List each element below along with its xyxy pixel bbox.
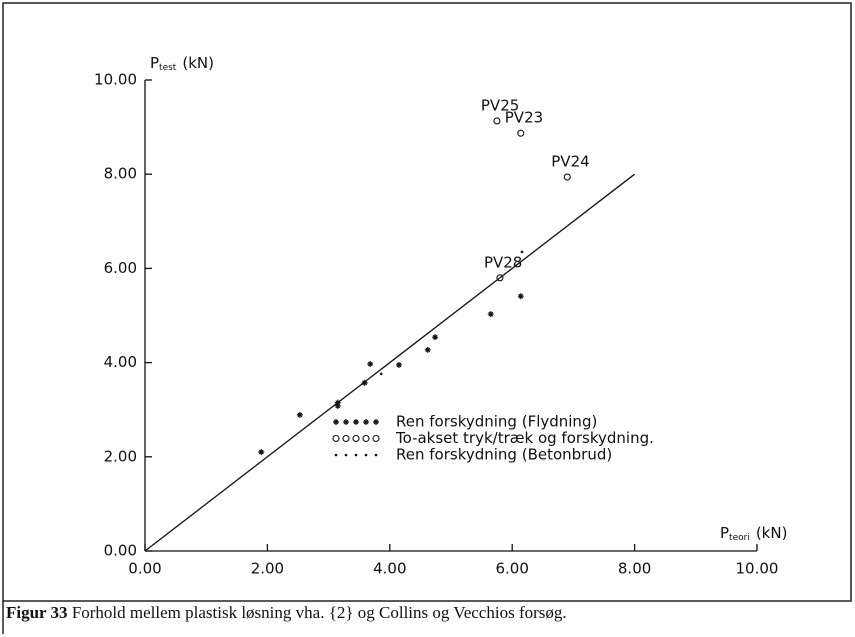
point-label: PV23 bbox=[505, 109, 543, 127]
x-tick-label: 10.00 bbox=[736, 560, 779, 578]
legend-marker bbox=[373, 419, 379, 425]
legend-marker bbox=[363, 419, 369, 425]
point bbox=[517, 129, 525, 137]
legend-marker bbox=[333, 419, 339, 425]
point bbox=[517, 293, 524, 300]
point bbox=[379, 372, 383, 376]
legend-marker bbox=[342, 434, 350, 443]
legend-marker bbox=[364, 453, 368, 457]
y_label-label: Ptest (kN) bbox=[150, 54, 214, 73]
legend-marker bbox=[362, 434, 370, 443]
point-label: PV25 bbox=[481, 96, 519, 114]
x_label-label-unit: (kN) bbox=[756, 524, 788, 542]
legend-label: To-akset tryk/træk og forskydning. bbox=[395, 429, 654, 447]
legend-marker bbox=[332, 434, 340, 443]
caption: Figur 33 Forhold mellem plastisk løsning… bbox=[6, 603, 567, 623]
legend-marker bbox=[344, 453, 348, 457]
point bbox=[520, 250, 524, 254]
y-tick-label: 10.00 bbox=[94, 71, 137, 89]
legend-label: Ren forskydning (Betonbrud) bbox=[396, 446, 612, 464]
legend-marker bbox=[372, 434, 380, 443]
x_label-label-sub: teori bbox=[729, 533, 750, 543]
reference-line bbox=[144, 173, 635, 552]
y-tick-label: 6.00 bbox=[104, 259, 137, 277]
point-label: PV24 bbox=[551, 153, 589, 171]
y-tick-label: 0.00 bbox=[104, 542, 137, 560]
point bbox=[432, 334, 439, 341]
point bbox=[493, 117, 501, 125]
y_label-label-unit: (kN) bbox=[182, 54, 214, 72]
frame bbox=[2, 2, 852, 602]
y_label-label-sub: test bbox=[159, 63, 177, 73]
x-tick-label: 2.00 bbox=[251, 560, 284, 578]
legend-marker bbox=[374, 453, 378, 457]
point-label: PV28 bbox=[484, 253, 522, 271]
caption-label: Figur 33 bbox=[6, 603, 68, 622]
point bbox=[487, 311, 494, 318]
x-tick-label: 4.00 bbox=[373, 560, 406, 578]
legend-label: Ren forskydning (Flydning) bbox=[396, 413, 597, 431]
y-tick-label: 4.00 bbox=[104, 353, 137, 371]
point bbox=[334, 402, 341, 409]
y_label-label-main: P bbox=[150, 54, 159, 72]
caption-text: Forhold mellem plastisk løsning vha. {2}… bbox=[71, 603, 567, 622]
x-tick-label: 6.00 bbox=[495, 560, 528, 578]
point bbox=[563, 173, 571, 181]
point bbox=[334, 399, 341, 406]
point bbox=[367, 361, 374, 368]
legend-marker bbox=[343, 419, 349, 425]
point bbox=[258, 449, 265, 456]
point bbox=[395, 361, 402, 368]
x_label-label: Pteori (kN) bbox=[720, 524, 787, 543]
y-tick-label: 8.00 bbox=[104, 165, 137, 183]
point bbox=[361, 379, 368, 386]
legend-marker bbox=[334, 453, 338, 457]
x-tick-label: 8.00 bbox=[618, 560, 651, 578]
x_label-label-main: P bbox=[720, 524, 729, 542]
y-tick-label: 2.00 bbox=[104, 447, 137, 465]
legend-marker bbox=[353, 419, 359, 425]
point bbox=[296, 411, 303, 418]
legend-marker bbox=[354, 453, 358, 457]
x-tick-label: 0.00 bbox=[128, 560, 161, 578]
legend-marker bbox=[352, 434, 360, 443]
point bbox=[496, 274, 504, 282]
point bbox=[424, 346, 431, 353]
